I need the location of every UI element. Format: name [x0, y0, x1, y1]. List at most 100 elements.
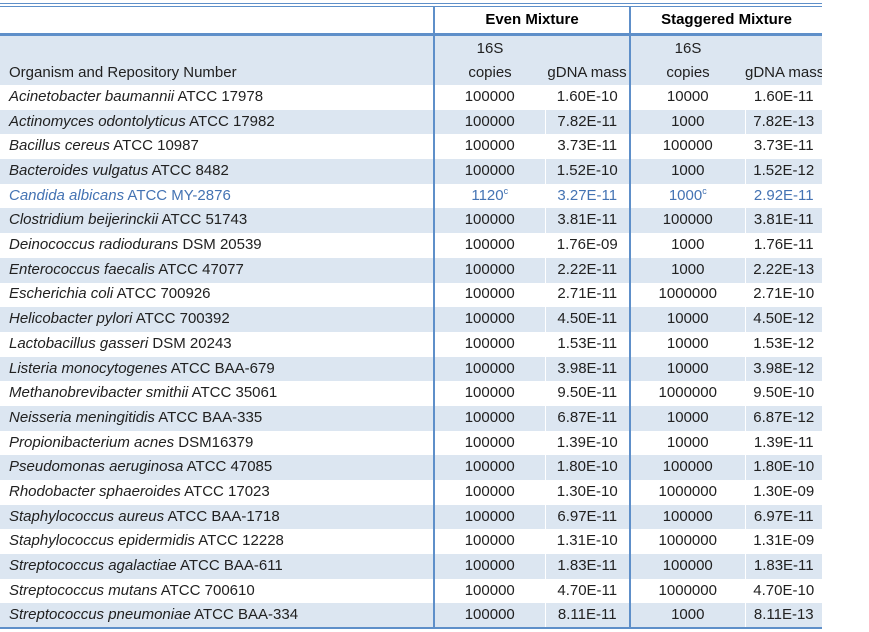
organism-species-name: Neisseria meningitidis	[9, 408, 155, 426]
organism-row: Rhodobacter sphaeroides ATCC 17023 10000…	[0, 480, 822, 505]
staggered-gdna-mass-value: 4.50E-12	[753, 310, 815, 328]
staggered-gdna-mass-cell: 3.73E-11	[744, 134, 822, 160]
even-copies-label: copies	[433, 59, 545, 85]
organism-cell: Enterococcus faecalis ATCC 47077	[0, 258, 434, 283]
even-16s-copies-cell: 1120c	[433, 183, 545, 209]
organism-repository-number: ATCC 17023	[184, 482, 270, 500]
staggered-16s-copies-value: 10000	[666, 334, 709, 352]
organism-row: Streptococcus mutans ATCC 700610 100000 …	[0, 578, 822, 604]
even-gdna-mass-cell: 2.22E-11	[544, 257, 630, 283]
table-header: Even Mixture Staggered Mixture 16S 16S O…	[0, 7, 822, 85]
staggered-gdna-mass-cell: 1.39E-11	[744, 430, 822, 456]
even-16s-copies-cell: 100000	[433, 331, 545, 357]
staggered-16s-copies-cell: 1000	[629, 109, 745, 135]
organism-cell: Helicobacter pylori ATCC 700392	[0, 307, 434, 332]
even-16s-copies-cell: 100000	[433, 603, 545, 630]
even-16s-copies-value: 100000	[464, 211, 515, 229]
organism-row: Methanobrevibacter smithii ATCC 35061 10…	[0, 381, 822, 406]
even-16s-copies-value: 100000	[464, 260, 515, 278]
organism-cell: Lactobacillus gasseri DSM 20243	[0, 332, 434, 357]
organism-species-name: Pseudomonas aeruginosa	[9, 458, 184, 476]
organism-species-name: Streptococcus pneumoniae	[9, 605, 191, 623]
staggered-gdna-mass-cell: 8.11E-13	[744, 603, 822, 630]
even-16s-copies-cell: 100000	[433, 233, 545, 258]
even-gdna-mass-cell: 9.50E-11	[544, 381, 630, 406]
staggered-16s-copies-cell: 10000	[629, 307, 745, 332]
staggered-16s-copies-cell: 1000	[629, 257, 745, 283]
staggered-gdna-mass-cell: 4.70E-10	[744, 578, 822, 604]
staggered-16s-copies-cell: 10000	[629, 331, 745, 357]
even-gdna-mass-value: 8.11E-11	[557, 605, 617, 623]
staggered-16s-copies-value: 1000000	[658, 581, 717, 599]
even-gdna-mass-value: 4.50E-11	[557, 310, 618, 328]
even-gdna-mass-cell: 3.27E-11	[544, 183, 630, 209]
staggered-gdna-mass-value: 1.39E-11	[753, 433, 814, 451]
organism-row: Deinococcus radiodurans DSM 20539 100000…	[0, 233, 822, 258]
organism-species-name: Acinetobacter baumannii	[9, 87, 175, 105]
even-16s-copies-cell: 100000	[433, 578, 545, 604]
organism-row: Lactobacillus gasseri DSM 20243 100000 1…	[0, 331, 822, 357]
staggered-16s-copies-cell: 1000	[629, 159, 745, 184]
staggered-16s-copies-value: 1000000	[658, 482, 717, 500]
staggered-16s-copies-value: 10000	[666, 433, 709, 451]
organism-cell: Candida albicans ATCC MY-2876	[0, 184, 434, 209]
staggered-gdna-mass-value: 2.71E-10	[753, 285, 815, 303]
organism-cell: Listeria monocytogenes ATCC BAA-679	[0, 357, 434, 382]
staggered-gdna-mass-cell: 2.22E-13	[744, 257, 822, 283]
staggered-gdna-mass-cell: 3.98E-12	[744, 356, 822, 382]
organism-column-header: Organism and Repository Number	[9, 64, 237, 82]
staggered-gdna-mass-value: 1.76E-11	[753, 236, 814, 254]
staggered-16s-copies-cell: 10000	[629, 430, 745, 456]
staggered-16s-copies-cell: 1000000	[629, 480, 745, 505]
even-16s-copies-cell: 100000	[433, 430, 545, 456]
staggered-gdna-mass-value: 1.60E-11	[753, 87, 814, 105]
organism-repository-number: ATCC BAA-611	[179, 557, 283, 575]
staggered-16s-copies-cell: 1000c	[629, 183, 745, 209]
organism-repository-number: ATCC MY-2876	[127, 186, 231, 204]
organism-row: Bacteroides vulgatus ATCC 8482 100000 1.…	[0, 159, 822, 184]
even-gdna-mass-value: 9.50E-11	[557, 384, 618, 402]
organism-cell: Streptococcus pneumoniae ATCC BAA-334	[0, 603, 434, 630]
organism-repository-number: ATCC 47085	[186, 458, 273, 476]
staggered-gdna-mass-value: 1.52E-12	[753, 162, 815, 180]
staggered-gdna-mass-value: 3.81E-11	[753, 211, 814, 229]
even-16s-copies-value: 100000	[464, 507, 515, 525]
even-16s-copies-cell: 100000	[433, 529, 545, 555]
even-gdna-mass-cell: 3.98E-11	[544, 356, 630, 382]
staggered-gdna-mass-value: 1.53E-12	[753, 334, 815, 352]
organism-repository-number: DSM 20539	[182, 236, 262, 254]
staggered-16s-copies-value: 100000	[662, 211, 713, 229]
organism-cell: Methanobrevibacter smithii ATCC 35061	[0, 381, 434, 406]
even-16s-copies-value: 100000	[464, 310, 515, 328]
organism-cell: Acinetobacter baumannii ATCC 17978	[0, 85, 434, 110]
staggered-16s-copies-cell: 10000	[629, 405, 745, 431]
organism-cell: Neisseria meningitidis ATCC BAA-335	[0, 406, 434, 431]
even-16s-copies-cell: 100000	[433, 381, 545, 406]
staggered-gdna-mass-cell: 1.53E-12	[744, 331, 822, 357]
table-body: Acinetobacter baumannii ATCC 17978 10000…	[0, 85, 822, 630]
even-gdna-mass-value: 7.82E-11	[557, 112, 618, 130]
staggered-16s-copies-cell: 100000	[629, 134, 745, 160]
subheader-row-copies: Organism and Repository Number copies gD…	[0, 59, 822, 85]
organism-row: Staphylococcus aureus ATCC BAA-1718 1000…	[0, 504, 822, 530]
staggered-gdna-mass-cell: 1.60E-11	[744, 85, 822, 110]
organism-cell: Streptococcus mutans ATCC 700610	[0, 579, 434, 604]
even-copies-footnote-mark: c	[503, 185, 509, 196]
staggered-gdna-mass-value: 3.73E-11	[753, 137, 814, 155]
organism-row: Helicobacter pylori ATCC 700392 100000 4…	[0, 307, 822, 332]
organism-row: Actinomyces odontolyticus ATCC 17982 100…	[0, 109, 822, 135]
even-16s-copies-cell: 100000	[433, 405, 545, 431]
organism-cell: Bacillus cereus ATCC 10987	[0, 134, 434, 159]
organism-species-name: Actinomyces odontolyticus	[9, 112, 186, 130]
even-16s-copies-value: 100000	[464, 359, 515, 377]
organism-species-name: Bacillus cereus	[9, 137, 110, 155]
organism-species-name: Deinococcus radiodurans	[9, 236, 179, 254]
organism-group-header-spacer	[0, 7, 434, 36]
even-gdna-mass-value: 1.39E-10	[556, 433, 618, 451]
staggered-gdna-mass-cell: 4.50E-12	[744, 307, 822, 332]
subheader-row-16s: 16S 16S	[0, 34, 822, 59]
even-gdna-mass-cell: 6.87E-11	[544, 405, 630, 431]
staggered-gdna-mass-cell: 2.92E-11	[744, 183, 822, 209]
even-gdna-mass-value: 1.30E-10	[556, 482, 618, 500]
staggered-16s-copies-value: 10000	[666, 359, 709, 377]
